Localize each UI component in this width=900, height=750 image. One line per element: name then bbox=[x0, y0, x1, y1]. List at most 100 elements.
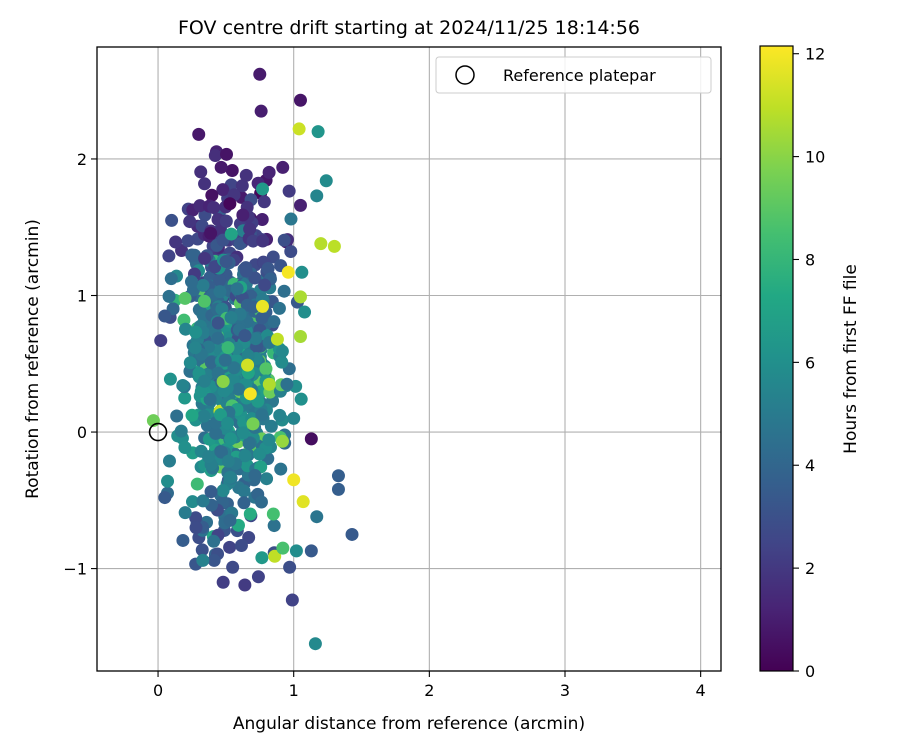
data-point bbox=[203, 392, 217, 406]
data-point bbox=[255, 551, 269, 565]
data-point bbox=[225, 164, 239, 178]
data-point bbox=[198, 177, 212, 191]
data-point bbox=[257, 195, 271, 209]
data-point bbox=[179, 322, 193, 336]
data-point bbox=[183, 356, 197, 370]
data-point bbox=[255, 212, 269, 226]
data-point bbox=[189, 325, 203, 339]
colorbar-tick-label: 2 bbox=[805, 559, 815, 578]
colorbar-label: Hours from first FF file bbox=[841, 264, 861, 454]
data-point bbox=[253, 67, 267, 81]
grid bbox=[97, 47, 721, 671]
data-point bbox=[185, 495, 199, 509]
colorbar bbox=[759, 45, 794, 672]
data-point bbox=[293, 290, 307, 304]
data-point bbox=[201, 450, 215, 464]
data-point bbox=[282, 184, 296, 198]
data-point bbox=[192, 127, 206, 141]
data-point bbox=[310, 510, 324, 524]
y-tick-label: 0 bbox=[77, 423, 87, 442]
data-point bbox=[277, 233, 291, 247]
data-point bbox=[194, 384, 208, 398]
data-point bbox=[227, 361, 241, 375]
data-point bbox=[238, 449, 252, 463]
data-point bbox=[296, 495, 310, 509]
data-point bbox=[190, 477, 204, 491]
data-point bbox=[289, 544, 303, 558]
reference-platepar-marker bbox=[148, 422, 168, 442]
data-point bbox=[252, 447, 266, 461]
data-point bbox=[235, 179, 249, 193]
data-point bbox=[274, 462, 288, 476]
data-point bbox=[207, 553, 221, 567]
data-point bbox=[211, 316, 225, 330]
data-point bbox=[248, 469, 262, 483]
data-point bbox=[214, 160, 228, 174]
data-point bbox=[162, 289, 176, 303]
data-point bbox=[298, 305, 312, 319]
data-point bbox=[221, 454, 235, 468]
data-point bbox=[196, 278, 210, 292]
colorbar-tick-label: 6 bbox=[805, 353, 815, 372]
data-point bbox=[294, 392, 308, 406]
data-point bbox=[331, 469, 345, 483]
data-point bbox=[259, 362, 273, 376]
data-point bbox=[241, 349, 255, 363]
data-point bbox=[170, 409, 184, 423]
data-point bbox=[178, 441, 192, 455]
data-point bbox=[178, 391, 192, 405]
data-point bbox=[276, 160, 290, 174]
data-point bbox=[221, 416, 235, 430]
data-point bbox=[258, 278, 272, 292]
data-point bbox=[295, 265, 309, 279]
x-tick-label: 2 bbox=[424, 681, 434, 700]
data-point bbox=[280, 377, 294, 391]
data-point bbox=[224, 432, 238, 446]
data-point bbox=[275, 355, 289, 369]
data-point bbox=[261, 261, 275, 275]
data-point bbox=[230, 282, 244, 296]
data-point bbox=[311, 125, 325, 139]
data-point bbox=[213, 273, 227, 287]
data-point bbox=[246, 417, 260, 431]
y-tick-label: −1 bbox=[63, 560, 87, 579]
data-point bbox=[164, 272, 178, 286]
data-point bbox=[219, 214, 233, 228]
data-point bbox=[204, 485, 218, 499]
data-point bbox=[327, 239, 341, 253]
data-point bbox=[158, 309, 172, 323]
data-point bbox=[267, 315, 281, 329]
data-point bbox=[255, 408, 269, 422]
data-point bbox=[345, 527, 359, 541]
data-point bbox=[174, 424, 188, 438]
data-point bbox=[193, 199, 207, 213]
data-point bbox=[223, 513, 237, 527]
legend-box bbox=[435, 56, 712, 94]
colorbar-tick-label: 0 bbox=[805, 662, 815, 681]
data-point bbox=[209, 426, 223, 440]
legend: Reference platepar bbox=[435, 56, 712, 94]
y-tick-label: 2 bbox=[77, 150, 87, 169]
data-point bbox=[216, 375, 230, 389]
data-point bbox=[262, 377, 276, 391]
data-point bbox=[221, 341, 235, 355]
data-point bbox=[239, 168, 253, 182]
data-point bbox=[277, 284, 291, 298]
data-point bbox=[208, 149, 222, 163]
y-axis-label: Rotation from reference (arcmin) bbox=[23, 219, 43, 499]
data-point bbox=[293, 93, 307, 107]
data-point bbox=[238, 329, 252, 343]
data-point bbox=[251, 570, 265, 584]
data-point bbox=[292, 122, 306, 136]
x-tick-label: 1 bbox=[289, 681, 299, 700]
data-point bbox=[165, 213, 179, 227]
data-point bbox=[304, 432, 318, 446]
data-point bbox=[243, 507, 257, 521]
data-point bbox=[196, 494, 210, 508]
data-point bbox=[183, 215, 197, 229]
data-point bbox=[204, 226, 218, 240]
data-point bbox=[219, 254, 233, 268]
data-point bbox=[158, 491, 172, 505]
x-axis-ticks: 0 1 2 3 4 bbox=[153, 671, 706, 700]
